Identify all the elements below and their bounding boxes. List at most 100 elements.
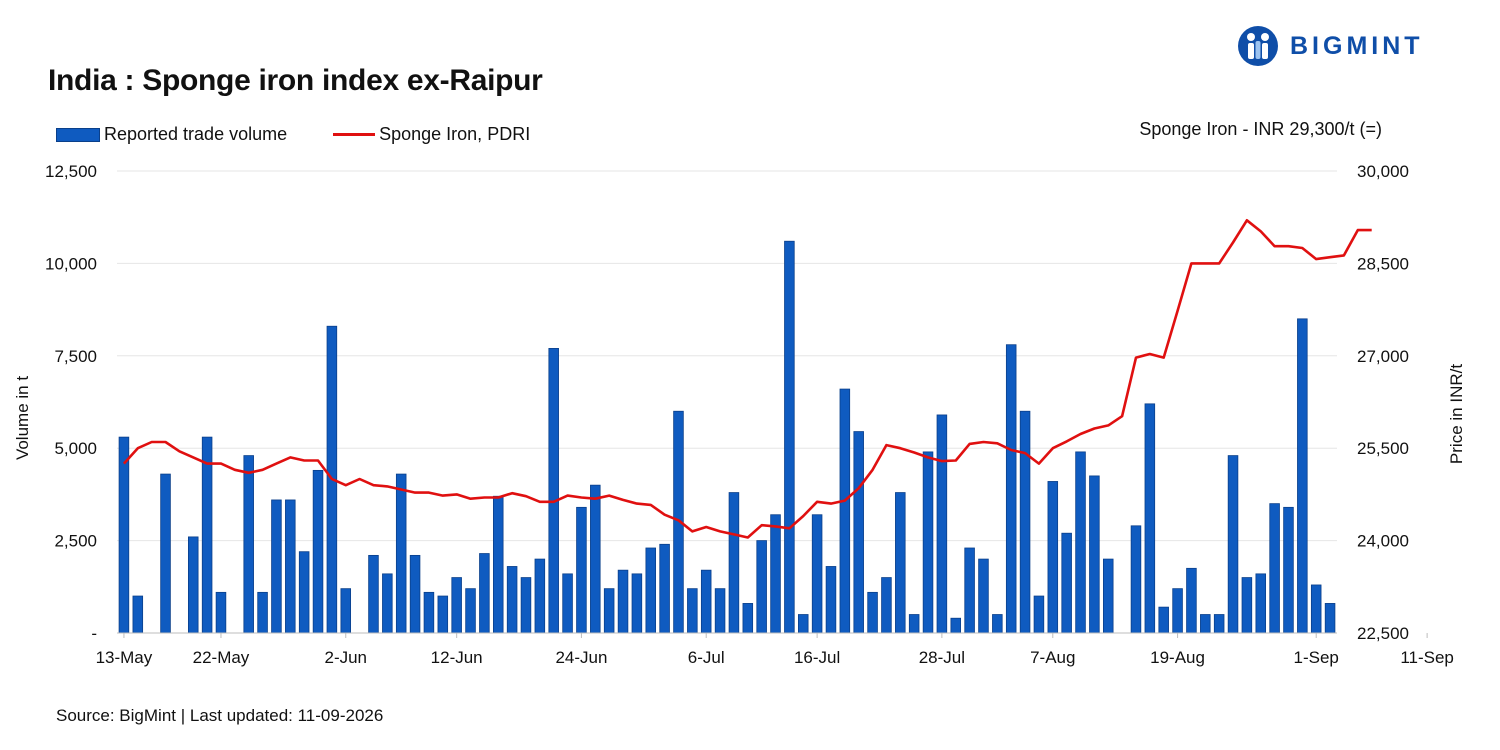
volume-bar (631, 573, 643, 634)
price-series-line (122, 219, 1372, 539)
legend-label-volume: Reported trade volume (104, 124, 288, 144)
volume-bar (1297, 318, 1308, 634)
volume-bar (1075, 451, 1086, 634)
x-tick-label: 2-Jun (324, 648, 367, 667)
source-note: Source: BigMint | Last updated: 11-09-20… (56, 706, 384, 725)
volume-bar (1310, 584, 1322, 634)
volume-bar (520, 577, 532, 634)
volume-bar (922, 451, 934, 634)
volume-bar (770, 514, 781, 634)
price-line (122, 219, 1372, 539)
volume-bar (132, 595, 144, 634)
volume-bar (1200, 614, 1211, 634)
chart-title: India : Sponge iron index ex-Raipur (48, 64, 543, 97)
volume-bar (257, 591, 268, 634)
volume-bar (423, 591, 435, 634)
y-tick-label: 2,500 (54, 532, 97, 551)
volume-bar (756, 540, 767, 634)
volume-bar (160, 473, 171, 634)
legend-item-volume: Reported trade volume (56, 124, 287, 145)
x-tick-label: 28-Jul (919, 648, 965, 667)
volume-bar (992, 614, 1003, 634)
volume-bar (645, 547, 657, 634)
volume-bar (187, 536, 199, 634)
volume-bar (409, 554, 421, 634)
volume-bar (964, 547, 975, 634)
legend-item-price: Sponge Iron, PDRI (333, 124, 530, 145)
volume-bar (784, 240, 795, 634)
y-axis-title: Volume in t (13, 376, 32, 460)
volume-bar (534, 558, 546, 634)
volume-bars (118, 240, 1336, 634)
volume-bar (451, 577, 462, 634)
legend-label-price: Sponge Iron, PDRI (379, 124, 531, 144)
x-tick-label: 11-Sep (1400, 648, 1454, 667)
y2-tick-label: 27,000 (1357, 347, 1409, 366)
volume-bar (1061, 532, 1072, 634)
volume-bar (437, 595, 449, 634)
y2-tick-label: 22,500 (1357, 624, 1409, 643)
volume-bar (1324, 603, 1336, 634)
volume-bar (590, 484, 601, 634)
y2-tick-label: 28,500 (1357, 254, 1409, 273)
volume-bar (728, 492, 740, 634)
volume-bar (465, 588, 476, 634)
volume-bar (839, 388, 851, 634)
y2-tick-label: 25,500 (1357, 439, 1409, 458)
volume-bar (908, 614, 920, 634)
y2-tick-label: 30,000 (1357, 162, 1409, 181)
volume-bar (700, 569, 712, 634)
volume-bar (382, 573, 393, 634)
volume-bar (548, 348, 559, 634)
volume-bar (1227, 455, 1239, 634)
x-tick-label: 19-Aug (1150, 648, 1205, 667)
y-tick-label: - (91, 624, 97, 643)
volume-bar (603, 588, 615, 634)
volume-bar (1130, 525, 1142, 634)
x-tick-label: 24-Jun (555, 648, 607, 667)
volume-bar (298, 551, 310, 634)
x-tick-label: 7-Aug (1030, 648, 1075, 667)
volume-bar (562, 573, 573, 634)
volume-bar (687, 588, 698, 634)
y2-tick-label: 24,000 (1357, 532, 1409, 551)
volume-bar (576, 506, 587, 634)
x-tick-label: 16-Jul (794, 648, 840, 667)
volume-bar (825, 566, 837, 634)
volume-bar (1033, 595, 1045, 634)
volume-bar (1186, 567, 1197, 634)
volume-bar (1005, 344, 1017, 634)
volume-bar (1047, 481, 1059, 634)
volume-bar (881, 577, 892, 634)
volume-bar (811, 514, 823, 634)
volume-bar (1172, 588, 1183, 634)
volume-bar (479, 553, 490, 634)
volume-bar (867, 591, 878, 634)
y2-axis-title: Price in INR/t (1447, 364, 1466, 464)
y-tick-label: 10,000 (45, 254, 97, 273)
y-tick-label: 5,000 (54, 439, 97, 458)
bigmint-logo: BIGMINT (1236, 24, 1424, 68)
volume-bar (340, 588, 352, 634)
legend-swatch-volume (56, 127, 100, 142)
volume-bar (492, 495, 504, 634)
volume-bar (215, 591, 227, 634)
price-note: Sponge Iron - INR 29,300/t (=) (1139, 119, 1382, 139)
volume-bar (617, 569, 629, 634)
legend-swatch-price (333, 133, 376, 136)
volume-bar (243, 455, 254, 634)
volume-bar (950, 617, 962, 634)
volume-bar (1089, 475, 1100, 634)
x-tick-label: 1-Sep (1294, 648, 1339, 667)
volume-bar (1102, 558, 1114, 634)
volume-bar (118, 436, 130, 634)
volume-bar (895, 492, 906, 634)
y-tick-label: 12,500 (45, 162, 97, 181)
x-tick-label: 22-May (193, 648, 250, 667)
volume-bar (368, 554, 379, 634)
volume-bar (1255, 573, 1267, 634)
volume-bar (1158, 606, 1169, 634)
volume-bar (312, 469, 324, 634)
volume-bar (285, 499, 296, 634)
x-tick-label: 13-May (96, 648, 153, 667)
